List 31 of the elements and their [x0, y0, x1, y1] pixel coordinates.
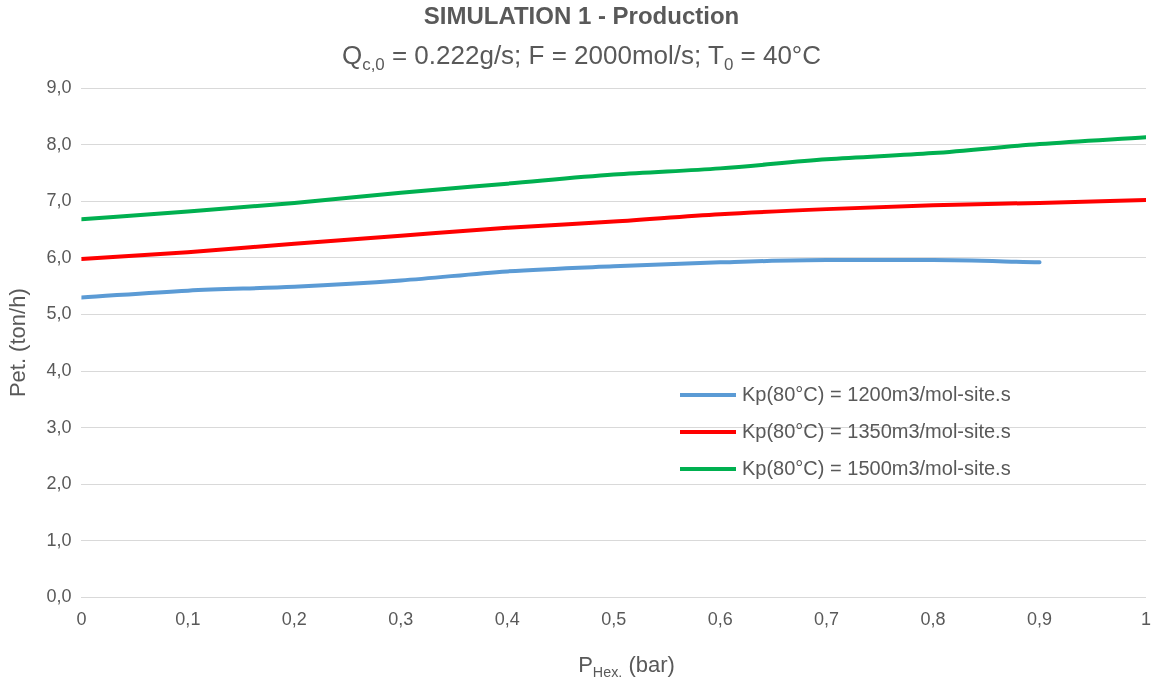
- y-tick-label: 0,0: [46, 586, 72, 607]
- chart-title: SIMULATION 1 - Production: [422, 2, 741, 30]
- line-series: [81, 198, 1146, 261]
- x-axis-title: P$_{Hex.}$ (bar): [577, 652, 676, 681]
- x-tick-label: 0,7: [814, 609, 840, 630]
- x-tick-label: 0,3: [388, 609, 414, 630]
- y-tick-label: 2,0: [46, 473, 72, 494]
- legend-label: Kp(80°C) = 1350m3/mol-site.s: [742, 420, 1011, 443]
- x-tick-label: 0,4: [494, 609, 520, 630]
- y-tick-label: 8,0: [46, 133, 72, 154]
- y-axis-title: Pet. (ton/h): [5, 288, 31, 398]
- y-tick-label: 9,0: [46, 76, 72, 97]
- x-tick-label: 0: [76, 609, 87, 630]
- chart-subtitle: Q$_{c,0}$ = 0.222g/s; F = 2000mol/s; T$_{0}$ = 40°C: [340, 40, 823, 76]
- line-series: [81, 135, 1146, 222]
- y-tick-label: 6,0: [46, 246, 72, 267]
- x-tick-label: 0,2: [281, 609, 307, 630]
- x-tick-label: 1: [1140, 609, 1151, 630]
- y-tick-label: 5,0: [46, 303, 72, 324]
- legend-label: Kp(80°C) = 1200m3/mol-site.s: [742, 383, 1011, 406]
- y-tick-label: 4,0: [46, 359, 72, 380]
- legend-label: Kp(80°C) = 1500m3/mol-site.s: [742, 457, 1011, 480]
- y-tick-label: 7,0: [46, 190, 72, 211]
- x-tick-label: 0,6: [707, 609, 733, 630]
- x-tick-label: 0,1: [175, 609, 201, 630]
- x-tick-label: 0,8: [920, 609, 946, 630]
- line-series: [81, 258, 1042, 300]
- y-tick-label: 3,0: [46, 416, 72, 437]
- y-tick-label: 1,0: [46, 529, 72, 550]
- x-tick-label: 0,9: [1027, 609, 1053, 630]
- x-tick-label: 0,5: [601, 609, 627, 630]
